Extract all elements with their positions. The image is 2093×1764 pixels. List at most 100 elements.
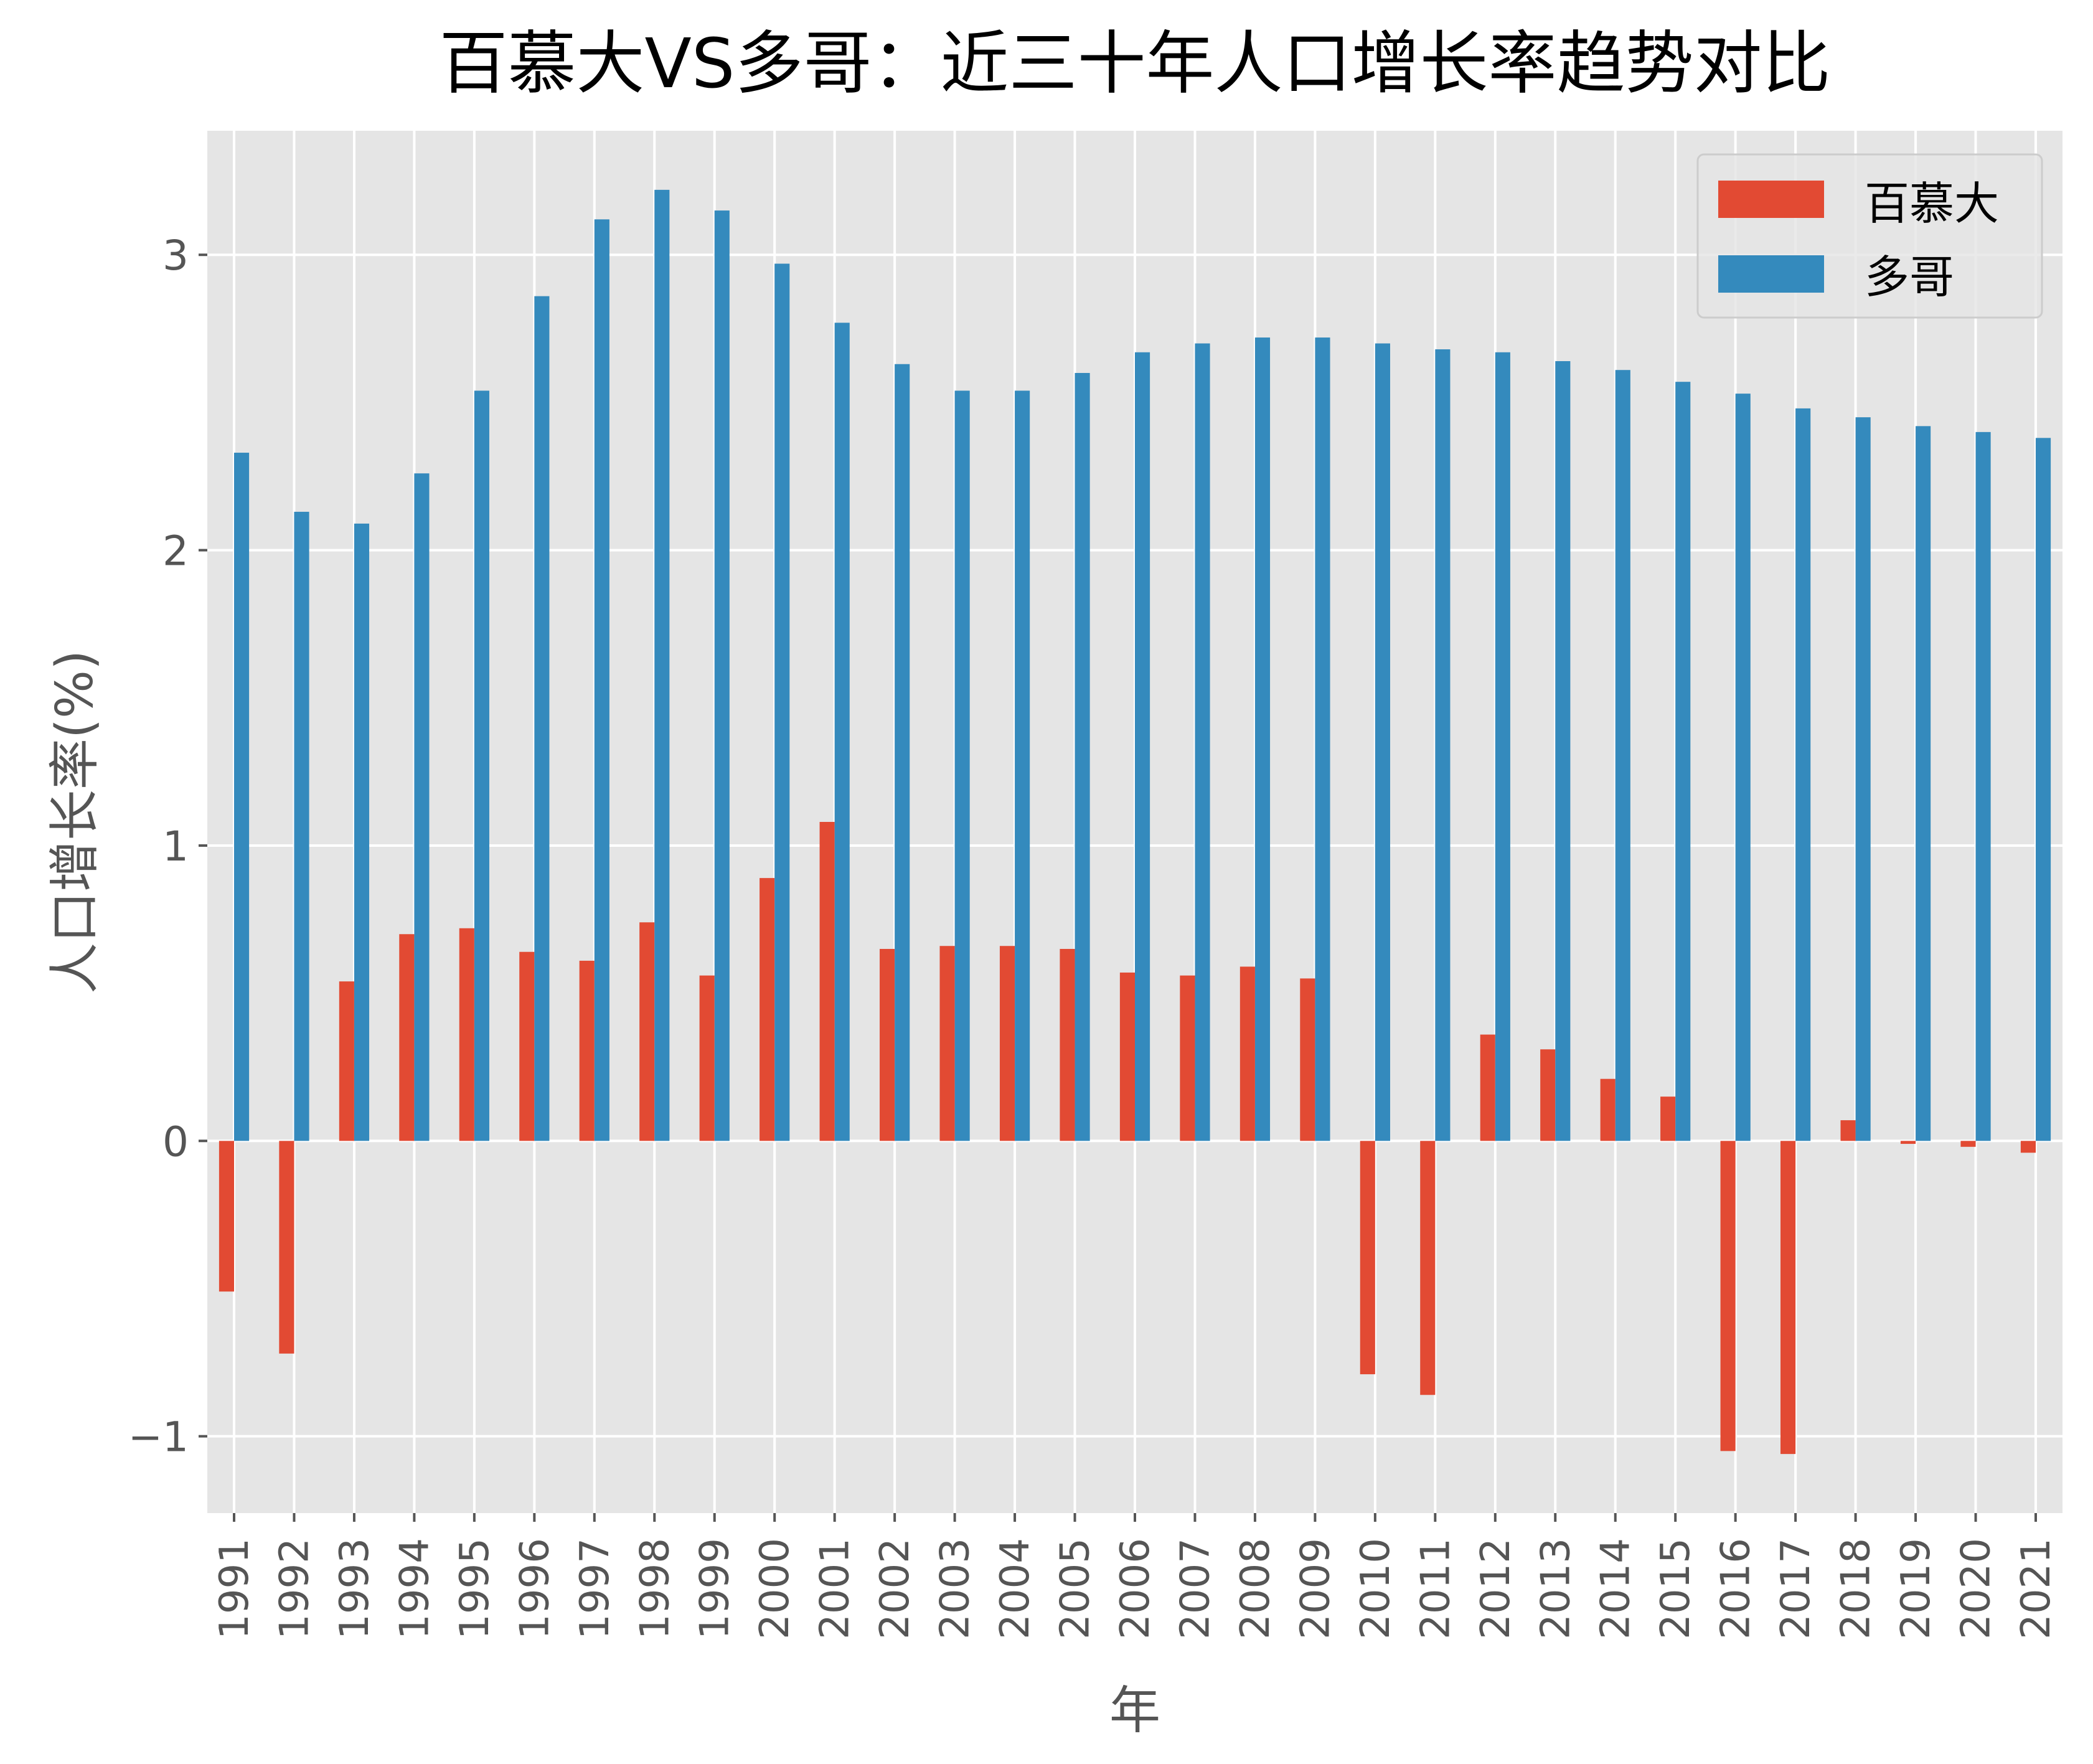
- legend-swatch-series-0: [1718, 181, 1824, 218]
- x-tick-label: 2019: [1893, 1538, 1939, 1639]
- bar-series-0: [999, 946, 1015, 1141]
- x-tick-label: 1991: [212, 1538, 258, 1639]
- x-tick-label: 1992: [271, 1538, 317, 1639]
- bar-series-1: [1855, 417, 1871, 1141]
- x-tick-label: 2007: [1172, 1538, 1218, 1639]
- bar-series-1: [2036, 438, 2051, 1141]
- bar-series-0: [459, 928, 474, 1141]
- bar-series-1: [1195, 343, 1210, 1141]
- bar-series-0: [399, 934, 415, 1141]
- bar-series-0: [579, 960, 595, 1141]
- x-tick-label: 1998: [632, 1538, 678, 1639]
- bar-series-0: [639, 922, 655, 1141]
- bar-series-1: [1795, 408, 1811, 1141]
- bar-series-0: [880, 948, 895, 1141]
- x-tick-label: 1994: [392, 1538, 438, 1639]
- x-tick-label: 2014: [1593, 1538, 1639, 1639]
- bar-series-1: [834, 323, 850, 1141]
- y-axis-label: 人口增长率(%): [45, 650, 105, 994]
- bar-series-0: [1960, 1141, 1976, 1147]
- bar-series-1: [1975, 432, 1991, 1141]
- bar-series-1: [1675, 382, 1691, 1141]
- y-tick-label: 0: [162, 1118, 189, 1166]
- bar-series-1: [1015, 390, 1030, 1141]
- legend-label-series-1: 多哥: [1865, 251, 1954, 303]
- bar-series-0: [1840, 1120, 1856, 1141]
- bar-series-0: [819, 822, 835, 1141]
- bars: [219, 189, 2051, 1455]
- bar-series-1: [594, 219, 609, 1141]
- x-tick-label: 2020: [1954, 1538, 2000, 1639]
- bar-series-1: [1916, 426, 1931, 1141]
- bar-series-1: [1435, 349, 1451, 1141]
- y-tick-label: 2: [162, 527, 189, 575]
- bar-series-1: [414, 473, 430, 1141]
- bar-series-0: [1900, 1141, 1916, 1144]
- x-tick-label: 2004: [992, 1538, 1038, 1639]
- bar-series-1: [234, 453, 250, 1141]
- bar-series-1: [774, 263, 790, 1141]
- x-tick-label: 2010: [1353, 1538, 1399, 1639]
- bar-series-0: [219, 1141, 234, 1292]
- bar-series-1: [895, 364, 910, 1141]
- y-ticks: −1 0 1 2 3: [128, 232, 207, 1461]
- x-tick-label: 2006: [1112, 1538, 1159, 1639]
- bar-series-0: [1119, 972, 1135, 1141]
- bar-series-0: [1300, 978, 1315, 1141]
- chart-title: 百慕大VS多哥：近三十年人口增长率趋势对比: [439, 24, 1830, 103]
- x-tick-label: 1993: [332, 1538, 378, 1639]
- bar-series-0: [2020, 1141, 2036, 1153]
- legend-label-series-0: 百慕大: [1865, 177, 1999, 230]
- bar-series-1: [1615, 370, 1630, 1141]
- x-tick-label: 2000: [752, 1538, 798, 1639]
- bar-series-0: [339, 981, 354, 1141]
- bar-series-1: [1254, 337, 1271, 1141]
- x-tick-label: 1996: [512, 1538, 558, 1639]
- bar-series-0: [939, 946, 955, 1141]
- x-tick-label: 2013: [1533, 1538, 1579, 1639]
- x-tick-label: 2008: [1233, 1538, 1279, 1639]
- x-tick-label: 2015: [1653, 1538, 1699, 1639]
- bar-series-0: [1360, 1141, 1375, 1375]
- bar-series-1: [1135, 352, 1150, 1141]
- x-tick-label: 2018: [1833, 1538, 1879, 1639]
- bar-series-1: [474, 390, 489, 1141]
- bar-series-0: [1180, 975, 1195, 1141]
- bar-series-1: [1315, 337, 1330, 1141]
- y-tick-label: 1: [162, 823, 189, 870]
- bar-series-0: [1600, 1078, 1616, 1141]
- bar-series-1: [294, 511, 309, 1141]
- bar-series-1: [1555, 361, 1571, 1141]
- x-tick-label: 1999: [692, 1538, 738, 1639]
- bar-series-0: [1780, 1141, 1796, 1455]
- bar-series-0: [1480, 1034, 1495, 1141]
- bar-series-0: [1660, 1097, 1676, 1141]
- bar-series-1: [954, 390, 970, 1141]
- x-axis-label: 年: [1109, 1681, 1160, 1740]
- bar-series-1: [534, 296, 550, 1141]
- x-tick-label: 2021: [2013, 1538, 2059, 1639]
- bar-series-1: [1735, 394, 1751, 1141]
- x-tick-label: 2011: [1413, 1538, 1459, 1639]
- x-tick-label: 2017: [1773, 1538, 1819, 1639]
- bar-series-0: [1540, 1049, 1556, 1141]
- bar-series-0: [519, 951, 535, 1141]
- bar-series-1: [654, 189, 670, 1141]
- x-tick-label: 2016: [1713, 1538, 1759, 1639]
- bar-series-1: [1375, 343, 1390, 1141]
- bar-series-0: [1239, 966, 1255, 1141]
- bar-series-0: [1720, 1141, 1736, 1451]
- bar-series-0: [760, 878, 775, 1141]
- x-ticks: 1991 1992 1993 1994 1995 1996 1997 1998 1999 2000…: [212, 1513, 2059, 1639]
- x-tick-label: 2012: [1473, 1538, 1519, 1639]
- bar-series-0: [279, 1141, 294, 1354]
- bar-series-1: [1495, 352, 1510, 1141]
- y-tick-label: 3: [162, 232, 189, 280]
- legend: 百慕大 多哥: [1696, 153, 2043, 319]
- x-tick-label: 2002: [872, 1538, 918, 1639]
- bar-series-1: [714, 210, 730, 1141]
- x-tick-label: 2003: [933, 1538, 979, 1639]
- x-tick-label: 2009: [1292, 1538, 1338, 1639]
- y-tick-label: −1: [128, 1413, 189, 1461]
